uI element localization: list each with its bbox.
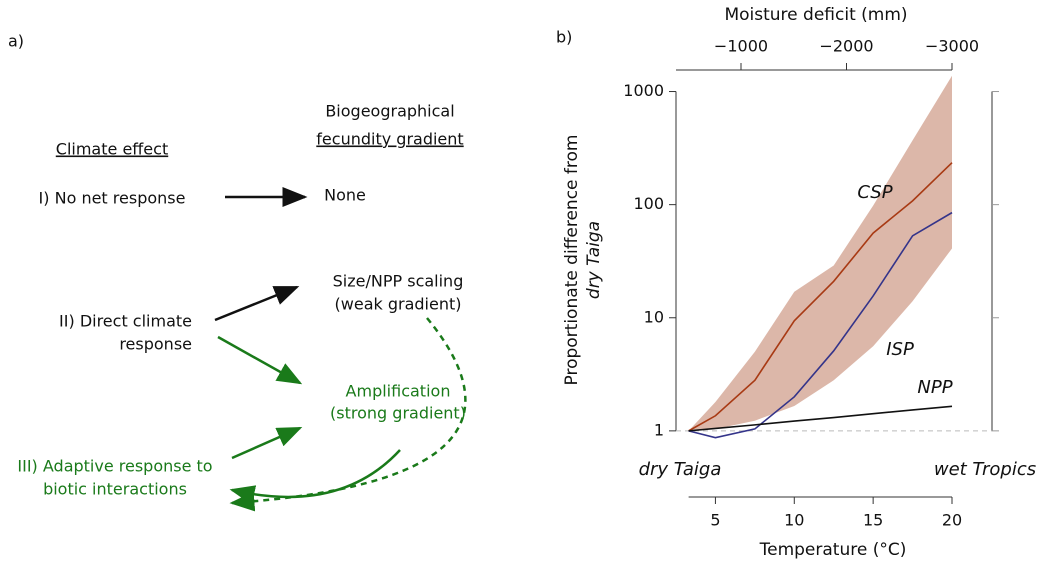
series-label: ISP [886, 339, 914, 360]
effect: I) No net response [39, 189, 186, 208]
panel-a: a) Climate effect Biogeographical fecund… [8, 32, 467, 512]
panel-label: b) [556, 28, 572, 47]
x2-tick-label: −2000 [819, 37, 873, 56]
confidence-band [688, 75, 952, 431]
outcome: None [324, 186, 366, 205]
y-axis-label: Proportionate difference from [562, 135, 582, 386]
annotation: dry Taiga [639, 459, 722, 480]
header: Climate effect [56, 140, 168, 159]
y-tick-label: 10 [644, 307, 664, 326]
x-tick-label: 10 [784, 511, 804, 530]
arrows [214, 187, 467, 512]
line [688, 162, 953, 432]
x-axis-label: Temperature (°C) [759, 540, 907, 560]
outcome: Size/NPP scaling [333, 272, 464, 291]
panel-label: a) [8, 32, 24, 51]
effect: response [119, 335, 192, 354]
effect: II) Direct climate [59, 312, 192, 331]
y-tick-label: 1000 [623, 81, 664, 100]
x-tick-label: 5 [710, 511, 720, 530]
header: Biogeographical [325, 102, 454, 121]
annotation: wet Tropics [934, 459, 1036, 480]
series-label: NPP [917, 377, 952, 398]
outcome: Amplification [346, 382, 451, 401]
outcome: (strong gradient) [330, 404, 466, 423]
header: fecundity gradient [316, 130, 463, 149]
outcome: (weak gradient) [335, 295, 462, 314]
x-tick-label: 20 [942, 511, 962, 530]
y-tick-label: 100 [633, 194, 664, 213]
line [688, 211, 953, 439]
x-tick-label: 15 [863, 511, 883, 530]
x2-tick-label: −1000 [714, 37, 768, 56]
effect: biotic interactions [43, 480, 187, 499]
line [688, 405, 953, 432]
y-tick-label: 1 [654, 420, 664, 439]
series-label: CSP [857, 182, 892, 203]
effect: III) Adaptive response to [17, 457, 212, 476]
y-axis-label: dry Taiga [584, 221, 604, 299]
x2-axis-label: Moisture deficit (mm) [724, 5, 907, 25]
x2-tick-label: −3000 [925, 37, 979, 56]
